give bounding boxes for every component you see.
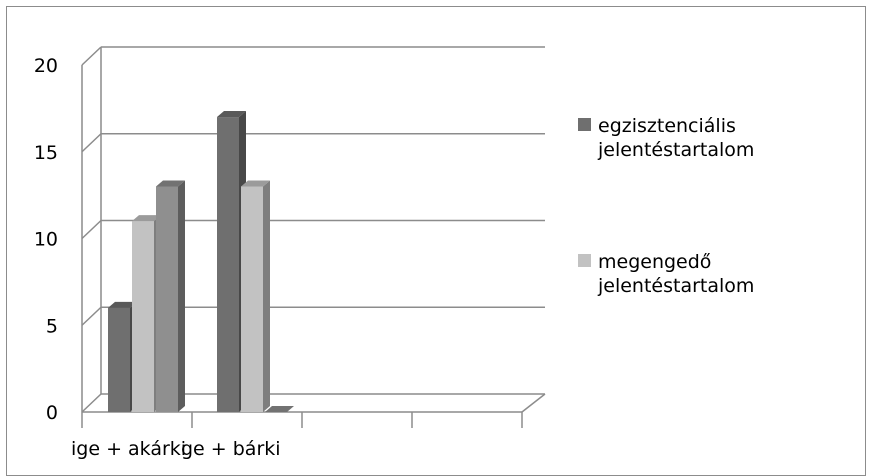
wall-diagonal <box>81 393 102 413</box>
wall-diagonal <box>81 46 102 66</box>
bar-top <box>217 111 246 118</box>
bar-top <box>108 301 137 308</box>
bar-top <box>132 215 161 222</box>
legend-label: jelentéstartalom <box>597 275 754 297</box>
wall-diagonal <box>81 133 102 153</box>
y-tick-label: 5 <box>46 315 58 337</box>
wall-diagonal <box>81 306 102 326</box>
bar <box>156 186 178 412</box>
legend-label: megengedő <box>598 251 711 273</box>
bar-side <box>263 180 270 412</box>
y-tick-label: 15 <box>34 142 58 164</box>
bar <box>217 117 239 413</box>
floor-right-edge <box>521 393 546 413</box>
bar <box>132 221 154 412</box>
bar <box>108 307 130 412</box>
y-tick-label: 10 <box>34 229 58 251</box>
legend-swatch <box>578 254 591 267</box>
legend-label: egzisztenciális <box>598 115 736 137</box>
bar-top <box>265 406 294 412</box>
legend-swatch <box>578 118 591 131</box>
bar-top <box>156 180 185 187</box>
bar-side <box>178 180 185 412</box>
x-category-label: ige + akárki <box>71 438 186 460</box>
y-tick-label: 20 <box>34 55 58 77</box>
y-tick-label: 0 <box>46 402 58 424</box>
x-category-label: ge + bárki <box>181 438 281 460</box>
legend-label: jelentéstartalom <box>597 139 754 161</box>
bar <box>241 186 263 412</box>
bar-top <box>241 180 270 187</box>
wall-diagonal <box>81 219 102 240</box>
